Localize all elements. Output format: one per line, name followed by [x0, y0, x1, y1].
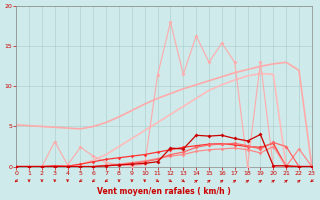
- X-axis label: Vent moyen/en rafales ( km/h ): Vent moyen/en rafales ( km/h ): [97, 187, 231, 196]
